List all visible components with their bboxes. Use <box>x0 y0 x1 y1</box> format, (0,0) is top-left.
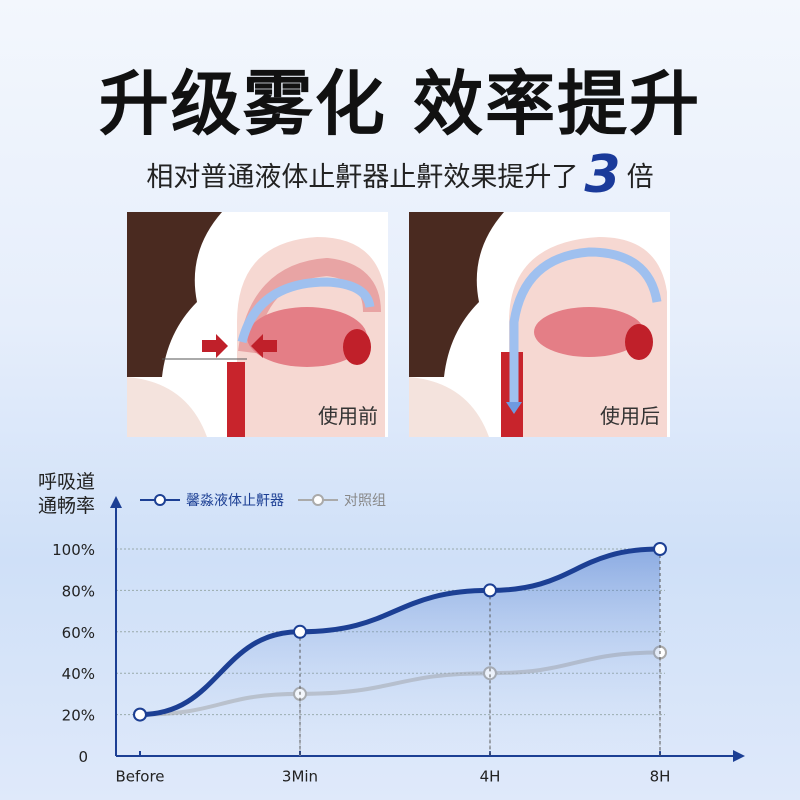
y-axis-arrow-icon <box>110 496 122 508</box>
data-point-0 <box>133 707 147 722</box>
subtitle-multiplier: 3 <box>584 145 621 205</box>
series-area <box>140 549 660 756</box>
y-tick-label: 80% <box>62 582 95 600</box>
y-tick-label: 20% <box>62 707 95 725</box>
y-axis-label-line1: 呼吸道 <box>38 471 96 493</box>
x-axis-arrow-icon <box>733 750 745 762</box>
data-point-0 <box>293 624 307 639</box>
y-tick-label: 100% <box>52 541 95 559</box>
y-axis-label: 呼吸道 通畅率 <box>38 470 95 518</box>
legend-marker-control-icon <box>298 494 338 506</box>
before-illustration: 使用前 <box>127 212 388 437</box>
x-tick-label: Before <box>115 768 164 786</box>
airway-blocked-image <box>127 212 385 437</box>
subtitle: 相对普通液体止鼾器止鼾效果提升了 3 倍 <box>0 145 800 205</box>
y-axis-label-line2: 通畅率 <box>38 495 96 517</box>
y-tick-label: 60% <box>62 624 95 642</box>
legend-label-control: 对照组 <box>344 493 386 509</box>
subtitle-suffix: 倍 <box>626 162 654 193</box>
y-tick-label: 0 <box>78 748 88 766</box>
subtitle-text: 相对普通液体止鼾器止鼾效果提升了 <box>146 162 579 193</box>
legend-item-control: 对照组 <box>298 490 386 510</box>
x-tick-label: 3Min <box>282 768 318 786</box>
airway-open-image <box>409 212 667 437</box>
legend-marker-main-icon <box>140 494 180 506</box>
data-point-0 <box>483 583 497 598</box>
after-caption: 使用后 <box>600 404 660 428</box>
page-title: 升级雾化 效率提升 <box>98 63 702 145</box>
y-tick-label: 40% <box>62 665 95 683</box>
x-tick-label: 8H <box>650 768 671 786</box>
legend: 馨淼液体止鼾器 对照组 <box>140 490 386 510</box>
after-illustration: 使用后 <box>409 212 670 437</box>
x-tick-label: 4H <box>480 768 501 786</box>
before-caption: 使用前 <box>318 404 378 428</box>
legend-label-main: 馨淼液体止鼾器 <box>186 493 284 509</box>
legend-item-main: 馨淼液体止鼾器 <box>140 490 284 510</box>
data-point-0 <box>653 542 667 556</box>
series-line-0 <box>139 546 661 718</box>
